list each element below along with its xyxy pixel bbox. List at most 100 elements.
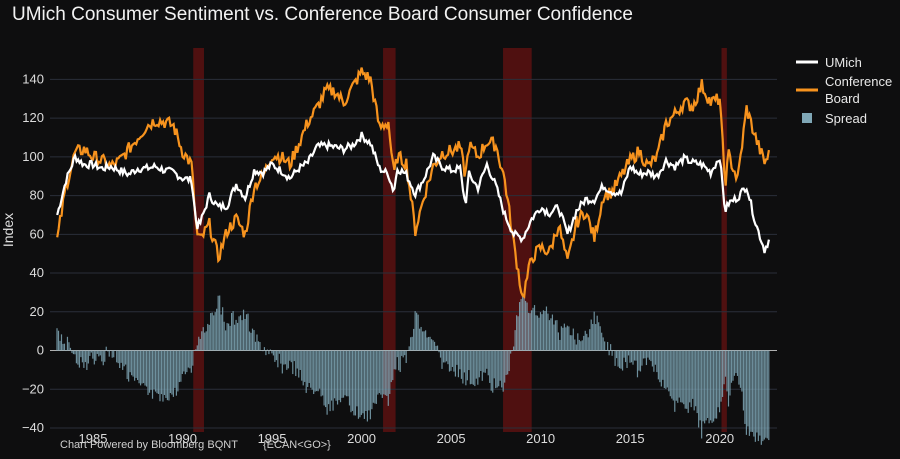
spread-bar <box>332 350 334 411</box>
spread-bar <box>539 312 542 351</box>
spread-bar <box>454 350 457 377</box>
y-tick-label: 120 <box>22 110 44 125</box>
spread-bar <box>651 350 653 367</box>
spread-bar <box>374 350 376 404</box>
spread-bar <box>371 350 373 410</box>
spread-bar <box>481 350 483 381</box>
y-tick-label: 100 <box>22 149 44 164</box>
spread-bar <box>518 302 521 351</box>
spread-bar <box>410 337 412 351</box>
spread-bar <box>674 350 676 412</box>
spread-bar <box>514 330 516 351</box>
spread-bar <box>432 340 434 351</box>
spread-bar <box>663 350 665 389</box>
spread-bar <box>159 350 161 402</box>
spread-bar <box>492 350 494 393</box>
spread-bar <box>724 350 727 377</box>
spread-bar <box>183 350 185 372</box>
spread-bar <box>147 350 149 395</box>
spread-bar <box>235 319 237 351</box>
spread-bar <box>238 316 240 351</box>
spread-bar <box>280 350 282 364</box>
y-tick-label: 20 <box>30 304 44 319</box>
spread-bar <box>624 350 627 363</box>
spread-bar <box>350 350 352 413</box>
spread-bar <box>399 350 401 372</box>
spread-bar <box>768 350 770 441</box>
spread-bar <box>274 350 276 362</box>
spread-bar <box>592 323 594 351</box>
spread-bar <box>747 350 749 427</box>
spread-bar <box>360 350 363 415</box>
spread-bar <box>92 350 94 359</box>
spread-bar <box>248 331 251 351</box>
spread-bar <box>132 350 134 377</box>
spread-bar <box>72 350 75 355</box>
spread-bar <box>765 350 767 438</box>
spread-bar <box>139 350 142 386</box>
spread-bar <box>251 328 254 351</box>
x-tick-label: 2005 <box>437 431 466 446</box>
spread-bar <box>287 350 289 369</box>
spread-bar <box>566 325 568 351</box>
spread-bar <box>433 341 436 351</box>
spread-bar <box>414 311 416 351</box>
spread-bar <box>638 350 640 371</box>
spread-bar <box>83 350 85 368</box>
spread-bar <box>144 350 146 386</box>
spread-bar <box>498 350 500 387</box>
spread-bar <box>459 350 461 370</box>
spread-bar <box>523 291 525 351</box>
spread-bar <box>647 350 649 358</box>
spread-bar <box>589 329 591 351</box>
spread-bar <box>463 350 465 373</box>
spread-bar <box>78 350 80 368</box>
spread-bar <box>493 350 495 379</box>
spread-bar <box>272 350 274 356</box>
spread-bar <box>196 345 198 351</box>
spread-bar <box>357 350 360 419</box>
spread-bar <box>110 350 112 352</box>
legend-spread-label: Spread <box>825 111 867 126</box>
footer-powered-by: Chart Powered by Bloomberg BQNT <box>60 439 238 451</box>
spread-bar <box>316 350 318 392</box>
spread-bar <box>301 350 303 381</box>
spread-bar <box>541 314 543 351</box>
spread-bar <box>601 332 603 351</box>
spread-bar <box>189 350 191 369</box>
spread-bar <box>277 350 279 368</box>
spread-bar <box>462 350 464 384</box>
spread-bar <box>241 320 243 351</box>
spread-bar <box>466 350 468 381</box>
spread-bar <box>608 350 610 356</box>
spread-bar <box>65 350 67 352</box>
spread-bar <box>107 350 109 352</box>
spread-bar <box>326 350 328 415</box>
spread-bar <box>733 350 736 376</box>
spread-bar <box>556 320 558 351</box>
spread-bar <box>211 312 213 351</box>
spread-bar <box>338 350 340 401</box>
spread-bar <box>529 313 531 351</box>
spread-bar <box>393 350 395 370</box>
spread-bar <box>419 328 421 351</box>
spread-bar <box>762 350 764 442</box>
spread-bar <box>654 350 656 365</box>
spread-bar <box>635 350 637 361</box>
spread-bar <box>66 336 69 351</box>
spread-bar <box>526 302 528 351</box>
spread-bar <box>101 350 103 362</box>
spread-bar <box>621 350 624 371</box>
spread-bar <box>344 350 346 396</box>
spread-bar <box>756 350 758 433</box>
x-tick-label: 2015 <box>616 431 645 446</box>
spread-bar <box>353 350 355 416</box>
spread-bar <box>180 350 182 382</box>
spread-bar <box>598 322 600 351</box>
spread-bar <box>339 350 342 403</box>
spread-bar <box>150 350 152 390</box>
spread-bar <box>181 350 183 374</box>
spread-bar <box>363 350 366 419</box>
spread-bar <box>444 350 446 363</box>
legend[interactable]: UMich Conference Board Spread <box>796 55 892 126</box>
